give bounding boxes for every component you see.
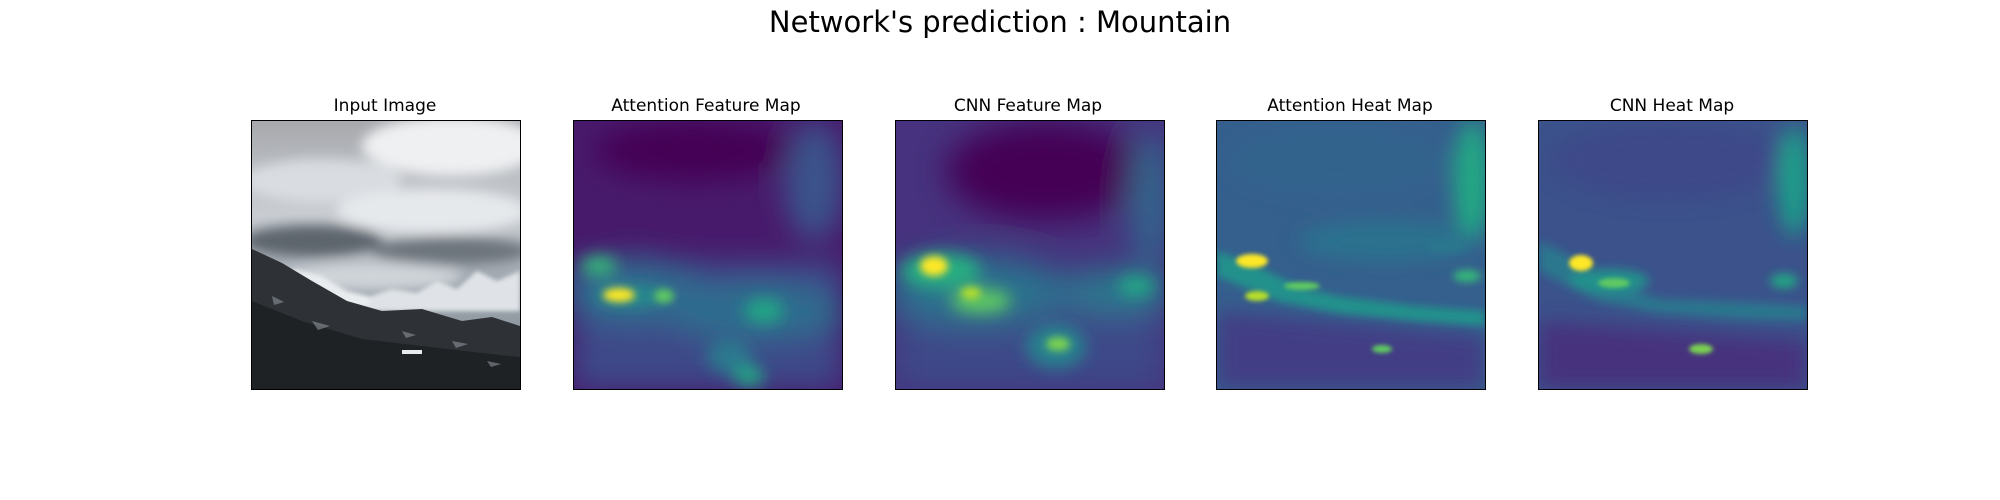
panel-title-attention-feature-map: Attention Feature Map: [611, 96, 801, 116]
panel-title-attention-heat-map: Attention Heat Map: [1267, 96, 1433, 116]
panel-title-input-image: Input Image: [333, 96, 437, 116]
attention-feature-map: [574, 121, 842, 389]
attention-heat-map-panel: [1216, 120, 1486, 390]
cnn-heat-map-panel: [1538, 120, 1808, 390]
panel-title-cnn-heat-map: CNN Heat Map: [1609, 96, 1735, 116]
attention-feature-map-panel: [573, 120, 843, 390]
cnn-heat-map: [1539, 121, 1807, 389]
cnn-feature-map-panel: [895, 120, 1165, 390]
input-image-panel: [251, 120, 521, 390]
snow-patches: [272, 296, 501, 367]
attention-heat-map: [1217, 121, 1485, 389]
input-image: [252, 121, 520, 389]
cnn-feature-map: [896, 121, 1164, 389]
figure-suptitle: Network's prediction : Mountain: [768, 5, 1232, 39]
panel-title-cnn-feature-map: CNN Feature Map: [953, 96, 1103, 116]
